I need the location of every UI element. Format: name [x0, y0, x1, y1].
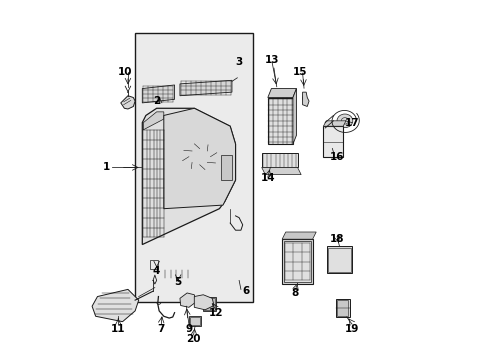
- Bar: [261, 153, 297, 167]
- Text: 10: 10: [118, 67, 132, 77]
- Text: 14: 14: [260, 173, 275, 183]
- Polygon shape: [121, 96, 135, 109]
- Bar: [337, 301, 347, 316]
- Text: 17: 17: [344, 118, 359, 128]
- Text: 3: 3: [235, 57, 242, 67]
- Ellipse shape: [180, 130, 219, 184]
- Bar: [267, 98, 292, 144]
- Bar: [203, 297, 215, 311]
- Ellipse shape: [289, 253, 305, 271]
- Polygon shape: [180, 293, 196, 307]
- Text: 6: 6: [242, 286, 249, 296]
- Polygon shape: [261, 167, 301, 175]
- Bar: [221, 155, 231, 180]
- Polygon shape: [194, 295, 214, 310]
- Polygon shape: [323, 121, 346, 126]
- Ellipse shape: [144, 96, 151, 101]
- Ellipse shape: [147, 259, 161, 270]
- Bar: [326, 246, 351, 273]
- Text: 5: 5: [174, 277, 182, 287]
- Ellipse shape: [336, 114, 352, 128]
- Ellipse shape: [153, 96, 160, 101]
- Bar: [282, 239, 312, 284]
- Polygon shape: [180, 80, 231, 96]
- Text: 4: 4: [153, 266, 160, 276]
- Ellipse shape: [188, 142, 210, 171]
- Text: 18: 18: [329, 234, 344, 244]
- Text: 12: 12: [208, 308, 223, 318]
- Bar: [204, 298, 214, 310]
- Polygon shape: [142, 108, 235, 244]
- Polygon shape: [163, 108, 235, 209]
- Ellipse shape: [150, 262, 158, 267]
- Text: 9: 9: [185, 324, 192, 334]
- Polygon shape: [143, 112, 163, 130]
- Polygon shape: [292, 89, 296, 144]
- Ellipse shape: [164, 267, 188, 280]
- Polygon shape: [92, 289, 139, 321]
- Text: 20: 20: [186, 333, 201, 343]
- Bar: [190, 318, 199, 325]
- Ellipse shape: [162, 96, 168, 101]
- Bar: [335, 299, 349, 317]
- Text: 19: 19: [344, 324, 359, 334]
- Text: 8: 8: [291, 288, 299, 298]
- Ellipse shape: [332, 252, 346, 267]
- Text: 2: 2: [153, 96, 160, 106]
- Text: 7: 7: [157, 324, 164, 334]
- Bar: [150, 260, 158, 269]
- Text: 15: 15: [292, 67, 306, 77]
- Ellipse shape: [162, 90, 168, 95]
- Bar: [328, 248, 350, 272]
- Text: 13: 13: [264, 55, 279, 65]
- Text: 1: 1: [102, 162, 110, 172]
- Polygon shape: [267, 89, 296, 98]
- Bar: [135, 33, 253, 302]
- Bar: [283, 241, 310, 282]
- Polygon shape: [302, 92, 308, 107]
- Bar: [188, 316, 201, 326]
- Text: 11: 11: [111, 324, 125, 334]
- Text: 16: 16: [329, 152, 344, 162]
- Polygon shape: [282, 232, 316, 239]
- Polygon shape: [142, 85, 174, 103]
- Ellipse shape: [153, 90, 160, 95]
- Ellipse shape: [144, 90, 151, 95]
- Bar: [323, 126, 343, 157]
